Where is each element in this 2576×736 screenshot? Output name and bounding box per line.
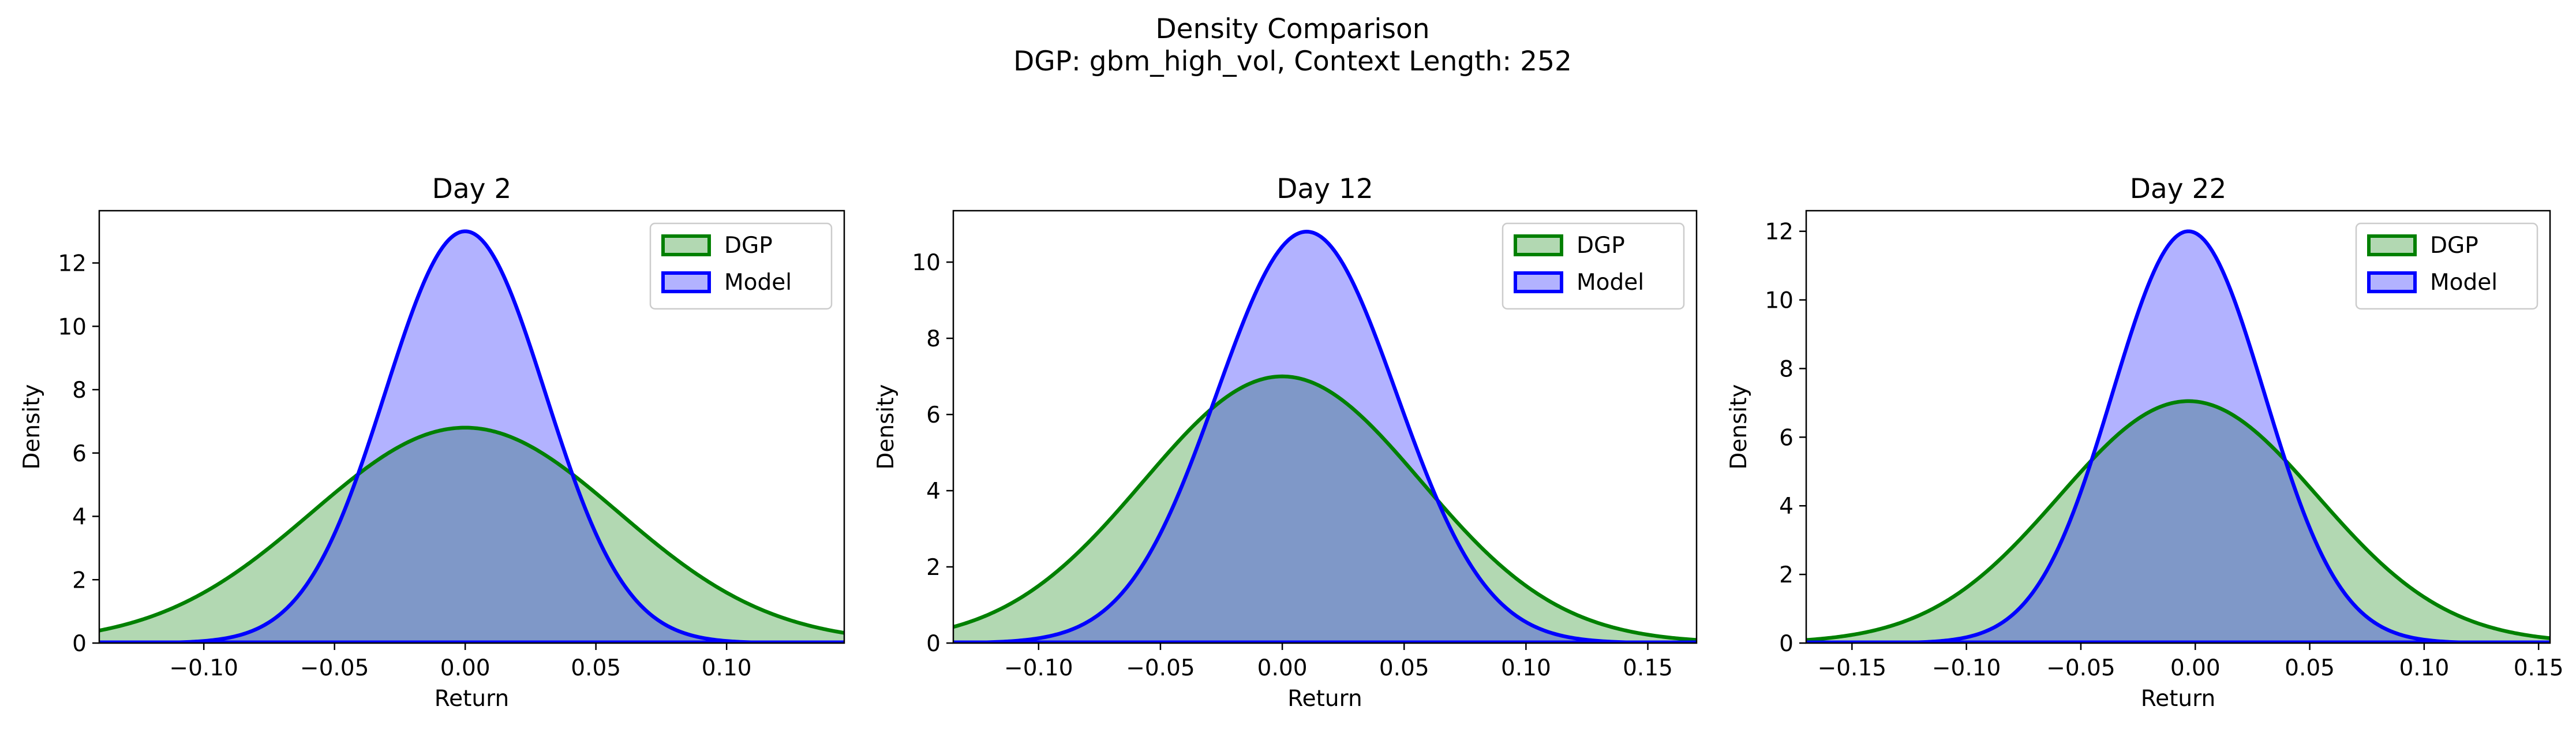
legend-swatch-model xyxy=(1514,271,1563,293)
x-axis-label: Return xyxy=(435,686,509,712)
overlap-fill xyxy=(1806,401,2550,643)
legend-label-dgp: DGP xyxy=(2430,233,2478,259)
x-tick-label: −0.05 xyxy=(1126,655,1195,681)
legend-label-dgp: DGP xyxy=(724,233,773,259)
subplot-title: Day 2 xyxy=(432,173,512,205)
x-tick-label: −0.05 xyxy=(300,655,369,681)
overlap-fill xyxy=(953,376,1697,643)
y-tick-label: 2 xyxy=(72,567,87,593)
x-tick-label: −0.10 xyxy=(1932,655,2001,681)
plot-area xyxy=(99,229,844,643)
dgp-density-line xyxy=(953,374,1697,642)
x-tick-label: 0.05 xyxy=(1379,655,1429,681)
figure-title-line1: Density Comparison xyxy=(1155,13,1429,45)
figure-title-line2: DGP: gbm_high_vol, Context Length: 252 xyxy=(1013,46,1572,77)
y-axis-label: Density xyxy=(19,384,45,469)
x-tick-label: 0.05 xyxy=(571,655,621,681)
legend-swatch-dgp xyxy=(1514,234,1563,256)
x-tick-label: −0.05 xyxy=(2046,655,2116,681)
y-tick-label: 8 xyxy=(72,378,87,404)
plot-area xyxy=(1806,229,2550,643)
overlap-fill xyxy=(99,427,844,643)
y-tick-label: 2 xyxy=(926,555,941,581)
legend-label-model: Model xyxy=(2430,270,2498,296)
y-tick-label: 4 xyxy=(72,505,87,530)
legend-swatch-dgp xyxy=(661,234,711,256)
axes-frame xyxy=(98,210,845,644)
legend-swatch-model xyxy=(661,271,711,293)
legend-label-model: Model xyxy=(1577,270,1644,296)
y-tick-label: 8 xyxy=(926,326,941,352)
legend: DGP Model xyxy=(649,222,833,310)
y-axis-label: Density xyxy=(873,384,899,469)
model-density-line xyxy=(99,229,844,643)
y-tick-label: 4 xyxy=(1779,494,1794,520)
y-tick-label: 0 xyxy=(1779,631,1794,657)
x-tick-label: 0.00 xyxy=(440,655,491,681)
legend: DGP Model xyxy=(1502,222,1685,310)
x-tick-label: 0.10 xyxy=(1501,655,1551,681)
y-tick-label: 0 xyxy=(72,631,87,657)
x-tick-label: 0.10 xyxy=(2399,655,2449,681)
legend-swatch-dgp xyxy=(2367,234,2417,256)
y-axis-label: Density xyxy=(1726,384,1752,469)
y-tick-label: 4 xyxy=(926,479,941,505)
legend: DGP Model xyxy=(2355,222,2538,310)
y-tick-label: 12 xyxy=(58,251,87,277)
x-tick-label: −0.15 xyxy=(1818,655,1887,681)
legend-label-dgp: DGP xyxy=(1577,233,1625,259)
x-tick-label: 0.00 xyxy=(2170,655,2221,681)
x-tick-label: 0.05 xyxy=(2285,655,2335,681)
y-tick-label: 2 xyxy=(1779,562,1794,588)
axes-frame xyxy=(1805,210,2551,644)
x-tick-label: −0.10 xyxy=(1004,655,1073,681)
y-tick-label: 10 xyxy=(1765,288,1794,314)
dgp-density-line xyxy=(99,425,844,635)
subplot-title: Day 12 xyxy=(1276,173,1373,205)
y-tick-label: 10 xyxy=(58,314,87,340)
x-tick-label: 0.00 xyxy=(1257,655,1308,681)
x-axis-label: Return xyxy=(2141,686,2215,712)
y-tick-label: 0 xyxy=(926,631,941,657)
legend-label-model: Model xyxy=(724,270,792,296)
y-tick-label: 6 xyxy=(72,441,87,467)
y-tick-label: 6 xyxy=(926,402,941,428)
y-tick-label: 6 xyxy=(1779,425,1794,451)
subplot-1: −0.10 −0.05 0.00 0.05 0.10 0 2 4 6 8 10 12 Day 2 Retu… xyxy=(19,173,845,712)
subplot-2: −0.10 −0.05 0.00 0.05 0.10 0.15 0 2 4 6 8 10 Day 12 R… xyxy=(873,173,1698,712)
plot-area xyxy=(953,230,1697,643)
model-density-line xyxy=(953,230,1697,643)
subplot-3: −0.15 −0.10 −0.05 0.00 0.05 0.10 0.15 0 2 4 6 8 10 12… xyxy=(1726,173,2564,712)
y-tick-label: 12 xyxy=(1765,219,1794,245)
x-axis-label: Return xyxy=(1287,686,1362,712)
x-tick-label: 0.10 xyxy=(702,655,752,681)
x-tick-label: −0.10 xyxy=(169,655,238,681)
axes-frame xyxy=(952,210,1698,644)
y-tick-label: 8 xyxy=(1779,356,1794,382)
x-tick-label: 0.15 xyxy=(2514,655,2564,681)
y-tick-label: 10 xyxy=(912,250,941,276)
subplot-title: Day 22 xyxy=(2130,173,2227,205)
x-tick-label: 0.15 xyxy=(1623,655,1673,681)
legend-swatch-model xyxy=(2367,271,2417,293)
dgp-density-line xyxy=(1806,399,2550,642)
